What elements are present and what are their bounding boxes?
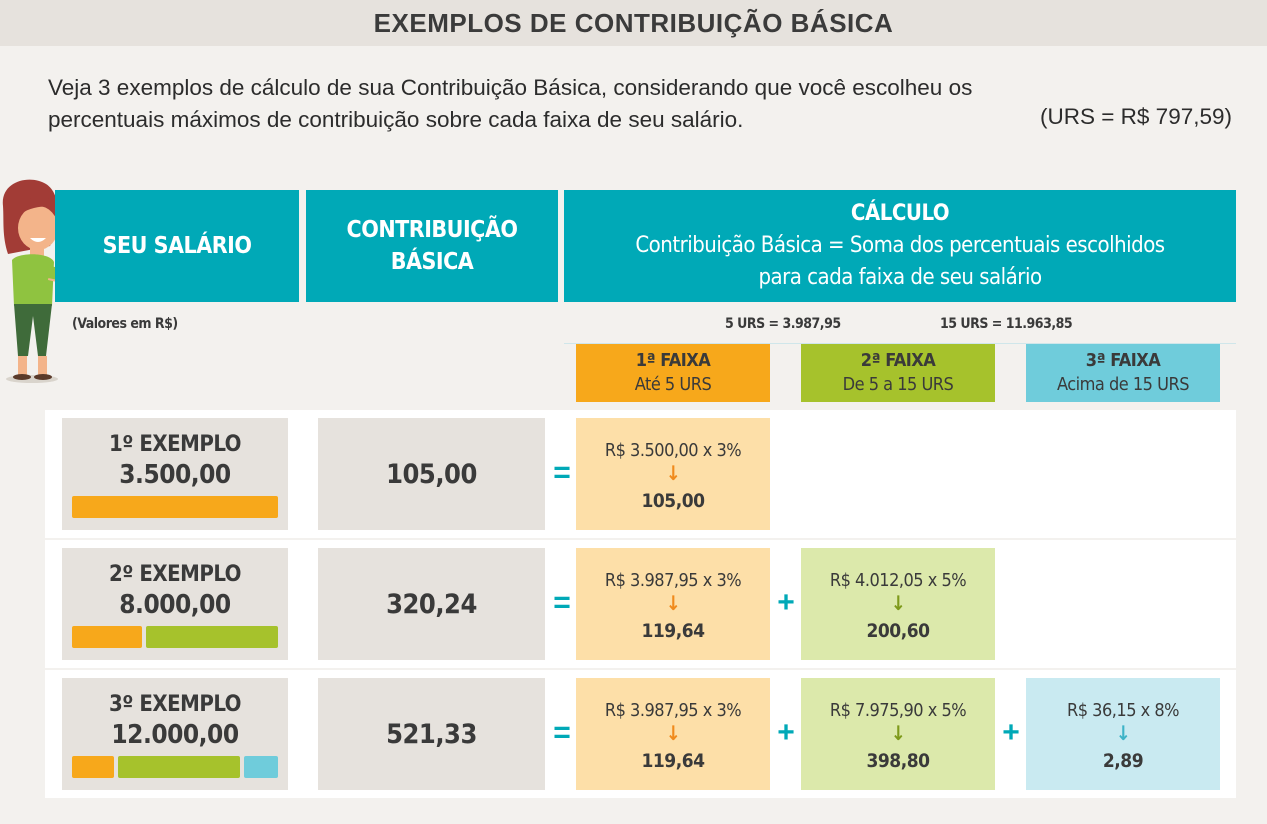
- arrow-down-icon: ↓: [665, 591, 681, 615]
- header-contribution: CONTRIBUIÇÃO BÁSICA: [306, 190, 558, 302]
- example-1-name: 1º EXEMPLO: [109, 432, 241, 457]
- example-3-salary-box: 3º EXEMPLO 12.000,00: [62, 678, 288, 790]
- values-note: (Valores em R$): [72, 316, 178, 332]
- example-3-calc-2-formula: R$ 7.975,90 x 5%: [829, 700, 967, 721]
- example-1-calc-1-result: 105,00: [641, 490, 705, 512]
- example-2-calc-1-formula: R$ 3.987,95 x 3%: [604, 570, 742, 591]
- example-2-contribution: 320,24: [318, 548, 545, 660]
- faixa-3-sub: Acima de 15 URS: [1056, 374, 1190, 395]
- header-calculation-sub1: Contribuição Básica = Soma dos percentua…: [635, 233, 1165, 258]
- example-3-calc-1-formula: R$ 3.987,95 x 3%: [604, 700, 742, 721]
- example-2-equals: =: [553, 586, 571, 619]
- header-calculation: CÁLCULO Contribuição Básica = Soma dos p…: [564, 190, 1236, 302]
- faixa-3-title: 3ª FAIXA: [1085, 350, 1161, 371]
- arrow-down-icon: ↓: [890, 591, 906, 615]
- faixa-1-title: 1ª FAIXA: [635, 350, 711, 371]
- urs5-note: 5 URS = 3.987,95: [725, 316, 841, 332]
- faixa-2-title: 2ª FAIXA: [860, 350, 936, 371]
- header-salary-label: SEU SALÁRIO: [102, 233, 252, 259]
- urs15-note: 15 URS = 11.963,85: [940, 316, 1073, 332]
- example-2-calc-2-result: 200,60: [866, 620, 930, 642]
- example-3-plus-2: +: [1002, 716, 1020, 749]
- example-1-contribution: 105,00: [318, 418, 545, 530]
- arrow-down-icon: ↓: [665, 721, 681, 745]
- example-2-bar-faixa-1: [72, 626, 142, 648]
- example-2-plus-1: +: [777, 586, 795, 619]
- example-3-calc-1-result: 119,64: [641, 750, 705, 772]
- example-3-plus-1: +: [777, 716, 795, 749]
- faixa-1-header: 1ª FAIXA Até 5 URS: [576, 344, 770, 402]
- example-1-salary: 3.500,00: [119, 460, 231, 490]
- intro-line-2: percentuais máximos de contribuição sobr…: [48, 107, 744, 132]
- faixa-3-header: 3ª FAIXA Acima de 15 URS: [1026, 344, 1220, 402]
- example-2-bar-faixa-2: [146, 626, 278, 648]
- example-1-bar-faixa-1: [72, 496, 278, 518]
- example-1-equals: =: [553, 456, 571, 489]
- example-3-bar-faixa-2: [118, 756, 240, 778]
- faixa-2-header: 2ª FAIXA De 5 a 15 URS: [801, 344, 995, 402]
- example-2-salary-box: 2º EXEMPLO 8.000,00: [62, 548, 288, 660]
- faixa-1-sub: Até 5 URS: [634, 374, 712, 395]
- example-3-calc-faixa-1: R$ 3.987,95 x 3% ↓ 119,64: [576, 678, 770, 790]
- header-calculation-sub2: para cada faixa de seu salário: [758, 265, 1042, 290]
- faixa-2-sub: De 5 a 15 URS: [842, 374, 954, 395]
- example-3-calc-3-formula: R$ 36,15 x 8%: [1066, 700, 1180, 721]
- example-3-calc-3-result: 2,89: [1102, 750, 1144, 772]
- example-3-contribution: 521,33: [318, 678, 545, 790]
- intro-text: Veja 3 exemplos de cálculo de sua Contri…: [48, 72, 1238, 136]
- arrow-down-icon: ↓: [665, 461, 681, 485]
- example-1-calc-1-formula: R$ 3.500,00 x 3%: [604, 440, 742, 461]
- example-3-bar-faixa-1: [72, 756, 114, 778]
- faixa-divider: [564, 343, 1236, 344]
- example-3-name: 3º EXEMPLO: [109, 692, 241, 717]
- arrow-down-icon: ↓: [1115, 721, 1131, 745]
- example-2-calc-2-formula: R$ 4.012,05 x 5%: [829, 570, 967, 591]
- example-3-calc-2-result: 398,80: [866, 750, 930, 772]
- example-3-equals: =: [553, 716, 571, 749]
- example-3-calc-faixa-3: R$ 36,15 x 8% ↓ 2,89: [1026, 678, 1220, 790]
- arrow-down-icon: ↓: [890, 721, 906, 745]
- header-contribution-line2: BÁSICA: [390, 249, 474, 275]
- example-2-name: 2º EXEMPLO: [109, 562, 241, 587]
- example-3-bar-faixa-3: [244, 756, 278, 778]
- title-bar: [0, 0, 1267, 46]
- example-3-salary: 12.000,00: [111, 720, 239, 750]
- example-3-calc-faixa-2: R$ 7.975,90 x 5% ↓ 398,80: [801, 678, 995, 790]
- example-2-calc-faixa-1: R$ 3.987,95 x 3% ↓ 119,64: [576, 548, 770, 660]
- urs-note: (URS = R$ 797,59): [1040, 104, 1232, 129]
- example-1-salary-box: 1º EXEMPLO 3.500,00: [62, 418, 288, 530]
- intro-line-1: Veja 3 exemplos de cálculo de sua Contri…: [48, 75, 973, 100]
- example-2-calc-1-result: 119,64: [641, 620, 705, 642]
- example-2-salary: 8.000,00: [119, 590, 231, 620]
- page-title: EXEMPLOS DE CONTRIBUIÇÃO BÁSICA: [373, 8, 894, 38]
- example-1-calc-faixa-1: R$ 3.500,00 x 3% ↓ 105,00: [576, 418, 770, 530]
- header-contribution-line1: CONTRIBUIÇÃO: [346, 217, 518, 243]
- example-2-calc-faixa-2: R$ 4.012,05 x 5% ↓ 200,60: [801, 548, 995, 660]
- header-calculation-title: CÁLCULO: [850, 201, 950, 226]
- header-salary: SEU SALÁRIO: [55, 190, 299, 302]
